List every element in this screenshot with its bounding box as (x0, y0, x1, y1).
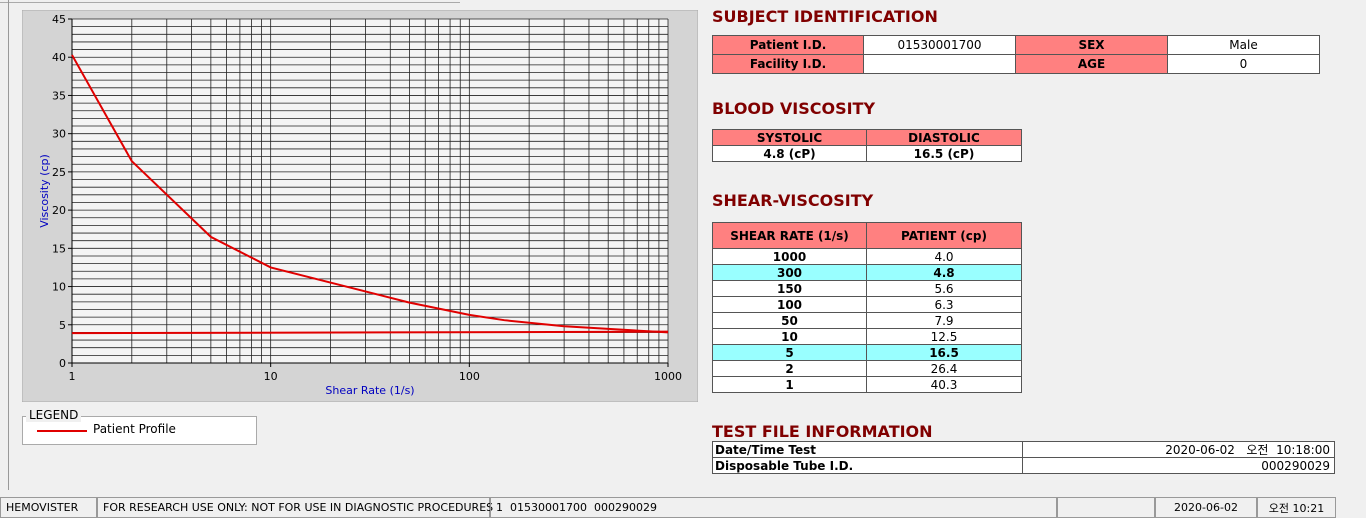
table-cell: 0 (1167, 54, 1320, 74)
y-tick-label: 35 (52, 89, 66, 102)
table-cell: Patient I.D. (712, 35, 864, 55)
status-cell: 2020-06-02 (1155, 497, 1257, 518)
table-cell: SYSTOLIC (712, 129, 867, 146)
table-cell: PATIENT (cp) (866, 222, 1022, 249)
table-cell: 26.4 (866, 360, 1022, 377)
section-title: BLOOD VISCOSITY (712, 99, 876, 118)
table-cell: 16.5 (cP) (866, 145, 1022, 162)
table-cell: 2 (712, 360, 867, 377)
section-title: SHEAR-VISCOSITY (712, 191, 874, 210)
table-cell: 000290029 (1022, 457, 1335, 474)
y-tick-label: 45 (52, 13, 66, 26)
table-cell (863, 54, 1016, 74)
status-cell: 오전 10:21 (1257, 497, 1336, 518)
table-cell: 4.0 (866, 248, 1022, 265)
y-tick-label: 20 (52, 204, 66, 217)
table-cell: Male (1167, 35, 1320, 55)
series-line (71, 54, 669, 334)
table-cell: 40.3 (866, 376, 1022, 393)
table-cell: SEX (1015, 35, 1168, 55)
table-cell: 4.8 (cP) (712, 145, 867, 162)
table-cell: 16.5 (866, 344, 1022, 361)
table-cell: 150 (712, 280, 867, 297)
y-tick-label: 0 (59, 357, 66, 370)
section-title: SUBJECT IDENTIFICATION (712, 7, 938, 26)
table-cell: 6.3 (866, 296, 1022, 313)
x-tick-label: 100 (459, 370, 480, 383)
table-cell: Facility I.D. (712, 54, 864, 74)
y-tick-label: 15 (52, 242, 66, 255)
table-cell: 10 (712, 328, 867, 345)
legend-swatch (37, 430, 87, 432)
legend-label: Patient Profile (93, 422, 176, 436)
legend-title: LEGEND (26, 408, 82, 422)
table-cell: 5 (712, 344, 867, 361)
y-axis-label: Viscosity (cp) (38, 154, 51, 228)
table-cell: 5.6 (866, 280, 1022, 297)
table-cell: DIASTOLIC (866, 129, 1022, 146)
table-cell: 2020-06-02 오전 10:18:00 (1022, 441, 1335, 458)
y-tick-label: 5 (59, 319, 66, 332)
table-cell: 1 (712, 376, 867, 393)
x-tick-label: 10 (264, 370, 278, 383)
table-cell: AGE (1015, 54, 1168, 74)
x-tick-label: 1000 (654, 370, 682, 383)
y-tick-label: 10 (52, 281, 66, 294)
table-cell: 100 (712, 296, 867, 313)
plot-area (72, 19, 668, 363)
table-cell: 4.8 (866, 264, 1022, 281)
series-line (71, 330, 669, 335)
table-cell: 300 (712, 264, 867, 281)
status-cell: FOR RESEARCH USE ONLY: NOT FOR USE IN DI… (97, 497, 493, 518)
table-cell: 7.9 (866, 312, 1022, 329)
top-frame (0, 0, 460, 3)
status-cell: 1 01530001700 000290029 (490, 497, 1057, 518)
x-tick-label: 1 (69, 370, 76, 383)
x-axis-label: Shear Rate (1/s) (325, 384, 414, 397)
y-tick-label: 30 (52, 128, 66, 141)
status-cell: HEMOVISTER (0, 497, 97, 518)
table-cell: Disposable Tube I.D. (712, 457, 1023, 474)
y-tick-label: 25 (52, 166, 66, 179)
chart: 0 5 10 15 20 25 30 35 40 45 1 10 100 1000 Shear Rate (… (22, 10, 698, 402)
section-title: TEST FILE INFORMATION (712, 422, 933, 441)
table-cell: SHEAR RATE (1/s) (712, 222, 867, 249)
table-cell: 50 (712, 312, 867, 329)
table-cell: 12.5 (866, 328, 1022, 345)
status-cell (1057, 497, 1155, 518)
table-cell: 01530001700 (863, 35, 1016, 55)
table-cell: 1000 (712, 248, 867, 265)
left-frame (8, 0, 9, 490)
y-tick-label: 40 (52, 51, 66, 64)
table-cell: Date/Time Test (712, 441, 1023, 458)
